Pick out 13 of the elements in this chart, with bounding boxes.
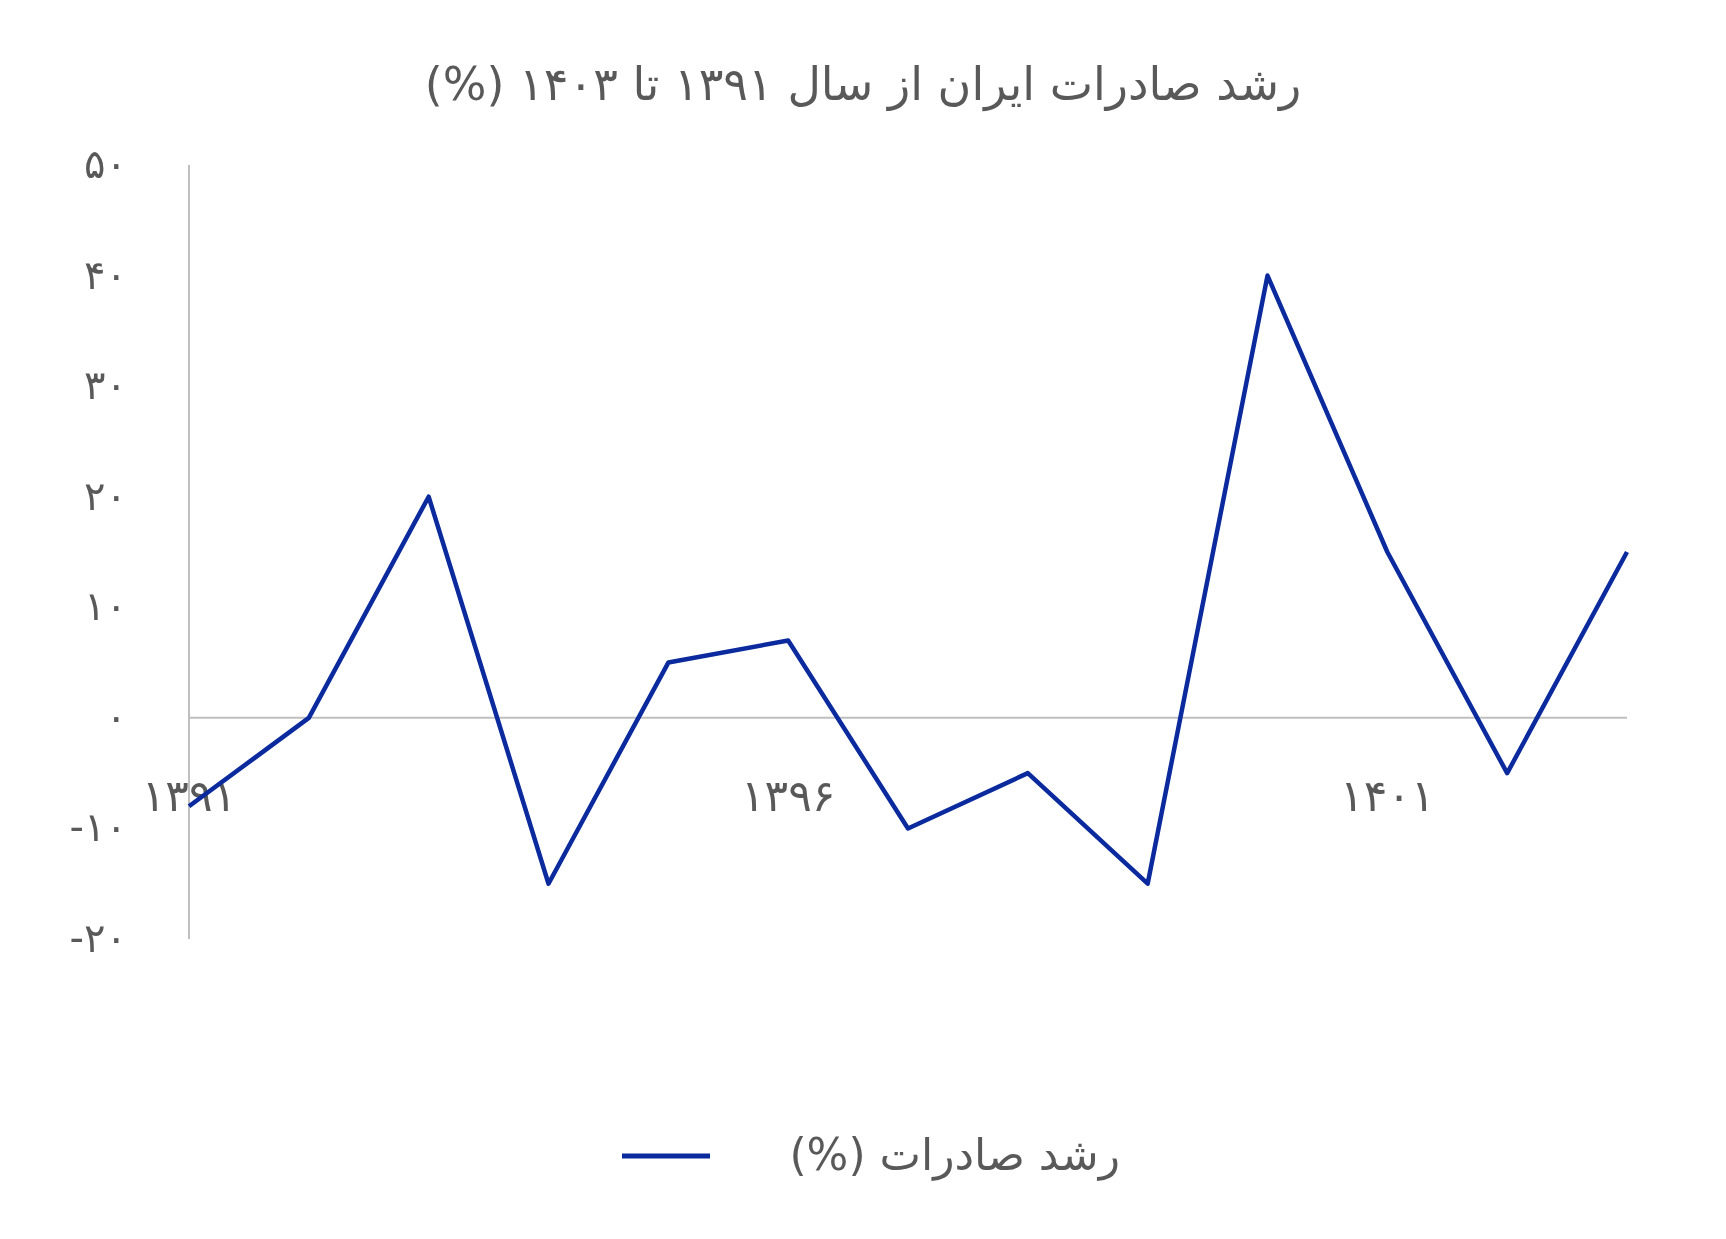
y-tick-label: -۲۰ xyxy=(69,915,127,961)
y-tick-label: ۴۰ xyxy=(84,251,127,298)
y-tick-label: ۵۰ xyxy=(84,141,127,187)
title: رشد صادرات ایران از سال ۱۳۹۱ تا ۱۴۰۳ (%) xyxy=(424,57,1302,111)
y-tick-label: ۱۰ xyxy=(84,583,127,630)
legend: رشد صادرات (%) xyxy=(622,1129,1120,1180)
y-tick-label: -۱۰ xyxy=(69,804,127,851)
legend-label: رشد صادرات (%) xyxy=(789,1129,1120,1181)
y-tick-label: ۰ xyxy=(105,693,127,740)
x-tick-label: ۱۳۹۶ xyxy=(740,769,836,821)
y-tick-label: ۳۰ xyxy=(84,362,127,409)
x-tick-label: ۱۴۰۱ xyxy=(1340,769,1435,821)
y-tick-label: ۲۰ xyxy=(84,472,127,519)
